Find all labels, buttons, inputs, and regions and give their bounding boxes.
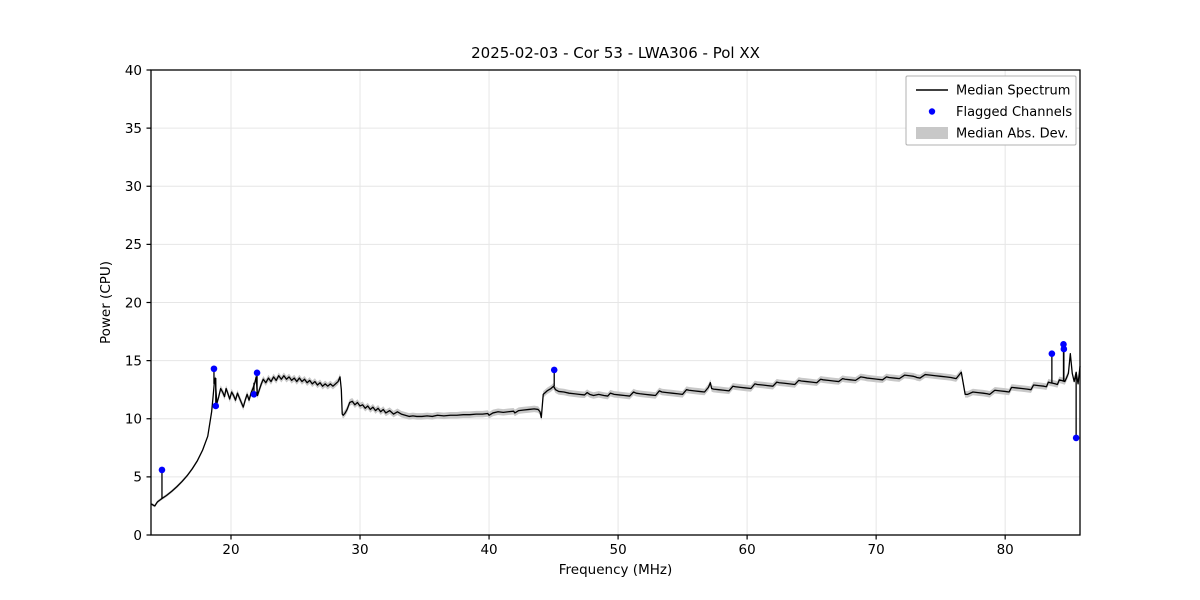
y-tick-label: 0 bbox=[133, 528, 142, 544]
legend-patch-swatch bbox=[916, 127, 948, 139]
legend-label: Flagged Channels bbox=[956, 105, 1072, 120]
x-tick-label: 80 bbox=[997, 542, 1014, 558]
flagged-channel-point bbox=[1072, 434, 1080, 442]
x-tick-label: 40 bbox=[480, 542, 497, 558]
flagged-channel-point bbox=[212, 402, 220, 410]
y-axis-label: Power (CPU) bbox=[98, 261, 114, 344]
y-tick-label: 5 bbox=[133, 470, 142, 486]
y-tick-label: 20 bbox=[125, 295, 142, 311]
x-tick-label: 60 bbox=[739, 542, 756, 558]
y-tick-label: 30 bbox=[125, 179, 142, 195]
y-tick-label: 40 bbox=[125, 63, 142, 79]
flagged-channel-point bbox=[550, 366, 558, 374]
x-tick-label: 30 bbox=[351, 542, 368, 558]
y-tick-label: 10 bbox=[125, 412, 142, 428]
flagged-channel-point bbox=[253, 369, 261, 377]
page-title: 2025-02-03 - Cor 53 - LWA306 - Pol XX bbox=[471, 44, 760, 62]
x-axis-label: Frequency (MHz) bbox=[559, 562, 672, 578]
legend-box bbox=[905, 75, 1077, 146]
x-tick-label: 50 bbox=[609, 542, 626, 558]
flagged-channel-point bbox=[250, 391, 258, 398]
axis-ticks: 0 5 10 15 20 25 30 35 40 20 30 40 50 60 70 80 bbox=[125, 63, 1014, 558]
y-tick-label: 25 bbox=[125, 237, 142, 253]
legend-dot-swatch bbox=[928, 108, 936, 115]
flagged-channels-layer bbox=[158, 341, 1080, 499]
x-tick-label: 70 bbox=[868, 542, 885, 558]
flagged-channel-point bbox=[1048, 350, 1056, 357]
y-tick-label: 15 bbox=[125, 353, 142, 369]
legend-label: Median Abs. Dev. bbox=[956, 127, 1068, 142]
x-tick-label: 20 bbox=[222, 542, 239, 558]
flagged-channel-point bbox=[158, 466, 166, 474]
y-tick-label: 35 bbox=[125, 121, 142, 137]
chart-legend: Median Spectrum Flagged Channels Median Ab… bbox=[905, 75, 1077, 146]
flagged-channel-point bbox=[1060, 345, 1068, 353]
legend-label: Median Spectrum bbox=[956, 84, 1070, 99]
flagged-channel-point bbox=[210, 365, 218, 373]
